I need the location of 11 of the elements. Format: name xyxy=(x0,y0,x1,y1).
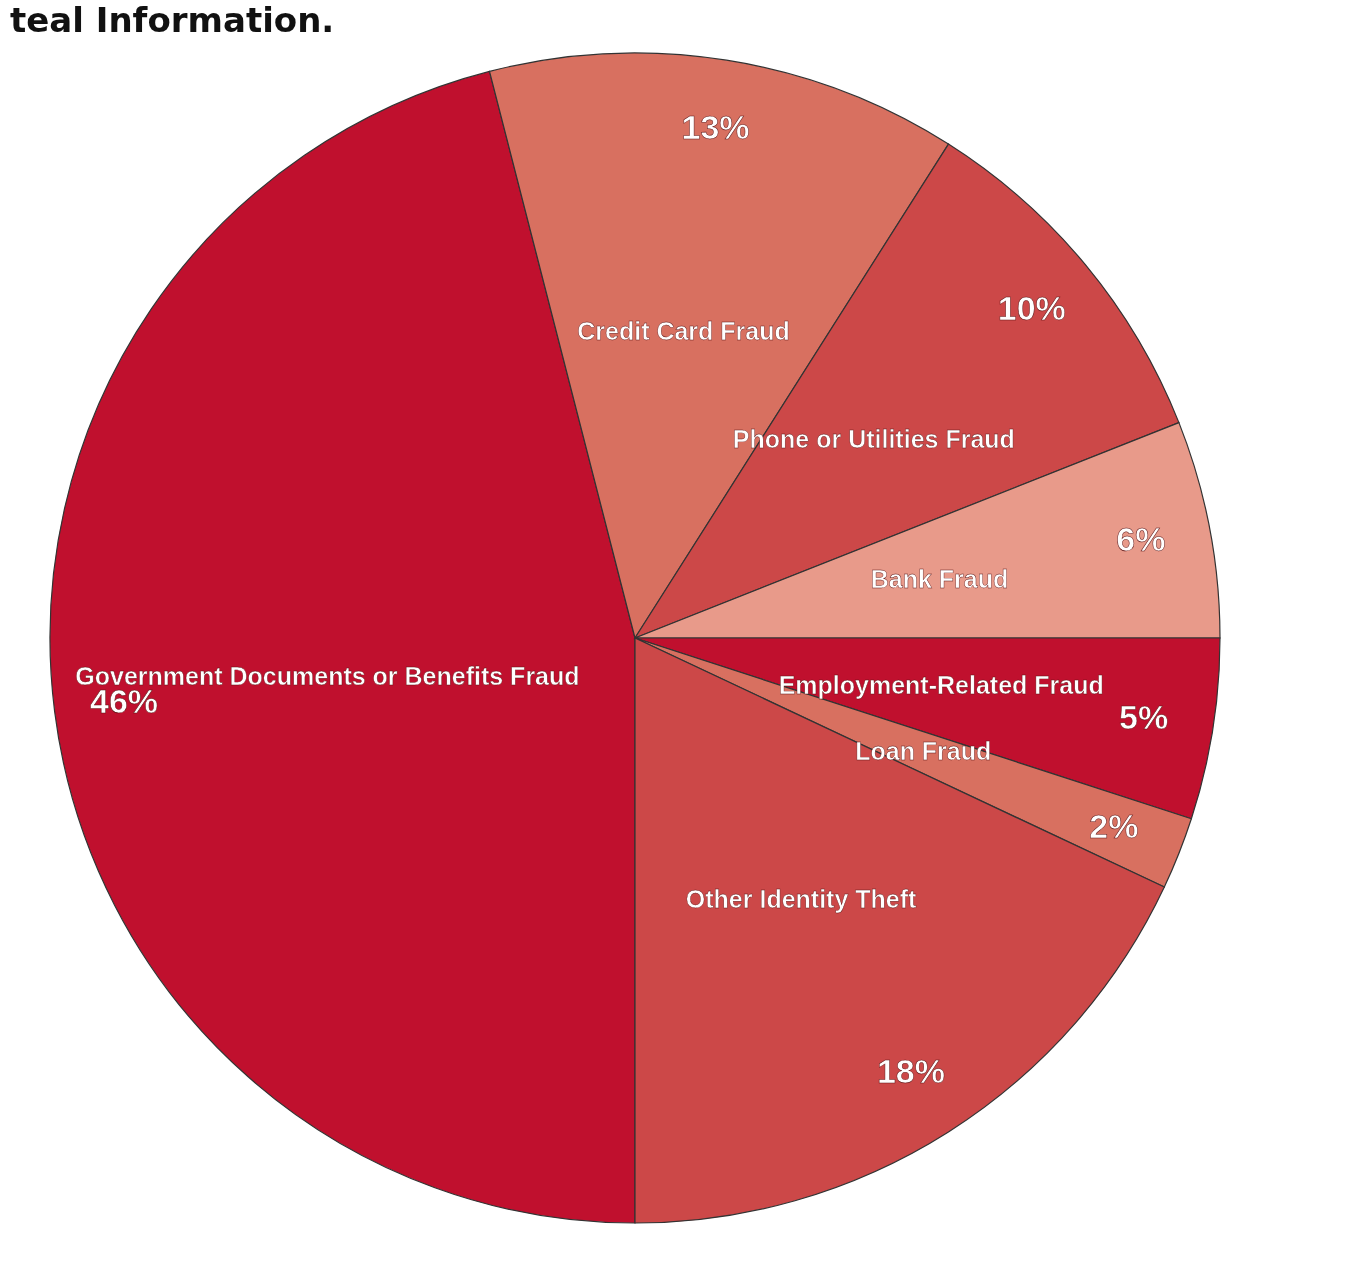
data-label: 5% xyxy=(1119,697,1169,736)
slice-label: Credit Card Fraud xyxy=(577,316,790,345)
data-label: 2% xyxy=(1089,806,1139,845)
data-label: 10% xyxy=(997,288,1066,327)
data-label: 6% xyxy=(1116,520,1166,559)
data-label: 18% xyxy=(876,1051,945,1090)
data-label: 13% xyxy=(681,108,750,147)
slice-label: Bank Fraud xyxy=(870,564,1009,593)
slice-label: Employment-Related Fraud xyxy=(778,671,1104,700)
slice-label: Other Identity Theft xyxy=(685,884,918,913)
chart-title: teal Information. xyxy=(10,0,335,40)
